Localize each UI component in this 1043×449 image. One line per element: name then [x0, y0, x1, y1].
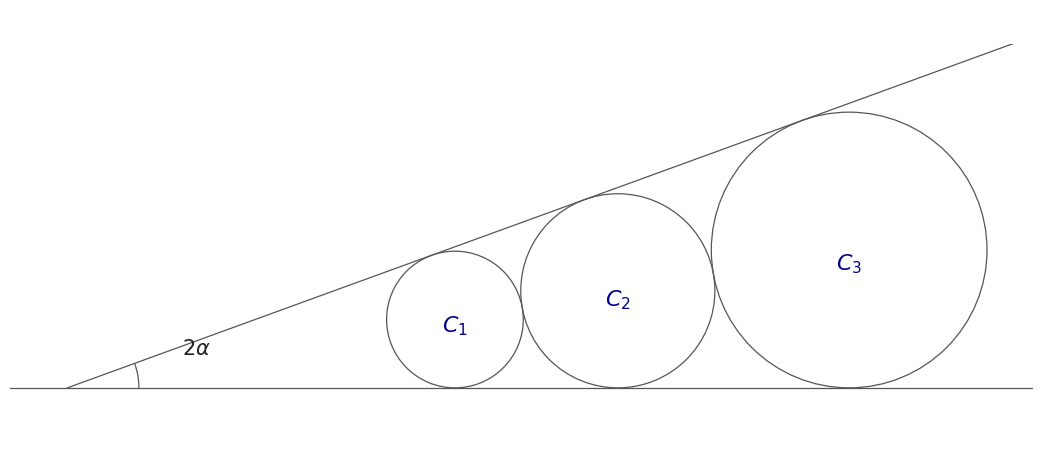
- Text: $2\alpha$: $2\alpha$: [181, 339, 211, 358]
- Text: $C_1$: $C_1$: [442, 315, 468, 338]
- Text: $C_3$: $C_3$: [836, 252, 863, 276]
- Text: $C_2$: $C_2$: [605, 289, 631, 313]
